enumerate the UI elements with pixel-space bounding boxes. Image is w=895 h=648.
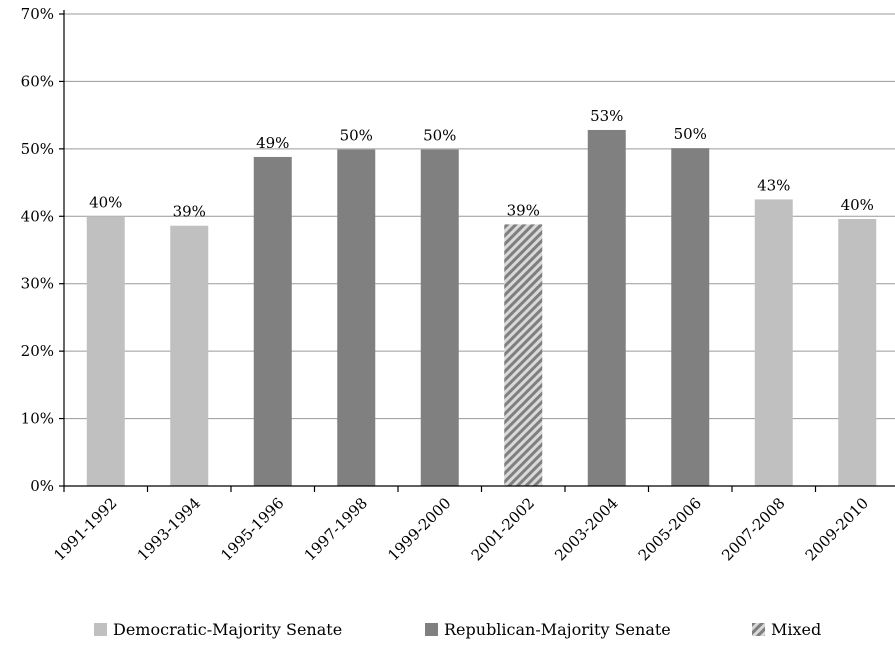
bar-2009-2010 xyxy=(838,218,877,487)
data-label: 50% xyxy=(340,127,373,145)
data-label: 39% xyxy=(173,203,206,221)
data-label: 40% xyxy=(841,196,874,214)
x-tick-label: 2007-2008 xyxy=(718,494,788,564)
bar-2007-2008 xyxy=(754,199,793,486)
bar-1997-1998 xyxy=(337,149,376,486)
y-tick-label: 40% xyxy=(21,207,54,225)
x-tick-label: 1995-1996 xyxy=(217,494,287,564)
y-tick-label: 50% xyxy=(21,140,54,158)
axes xyxy=(59,10,895,492)
y-tick-label: 30% xyxy=(21,275,54,293)
legend-swatch-mixed xyxy=(752,623,765,636)
data-label: 53% xyxy=(590,107,623,125)
data-label: 40% xyxy=(89,193,122,211)
x-tick-label: 2009-2010 xyxy=(802,494,872,564)
bar-2005-2006 xyxy=(671,148,710,486)
bar-2003-2004 xyxy=(587,129,626,486)
bar-1995-1996 xyxy=(253,156,292,486)
data-label: 49% xyxy=(256,134,289,152)
x-tick-label: 2003-2004 xyxy=(551,494,621,564)
bar-2001-2002 xyxy=(504,224,543,486)
data-label: 50% xyxy=(423,127,456,145)
legend-label-democratic: Democratic-Majority Senate xyxy=(113,620,342,639)
x-tick-label: 1991-1992 xyxy=(50,494,120,564)
x-tick-label: 1999-2000 xyxy=(384,494,454,564)
x-tick-label: 2001-2002 xyxy=(468,494,538,564)
legend-swatch-democratic xyxy=(94,623,107,636)
data-label: 50% xyxy=(674,125,707,143)
legend-label-republican: Republican-Majority Senate xyxy=(444,620,671,639)
bar-1999-2000 xyxy=(420,149,459,486)
x-tick-label: 1993-1994 xyxy=(134,494,204,564)
y-tick-label: 0% xyxy=(30,477,54,495)
legend-label-mixed: Mixed xyxy=(771,620,821,639)
legend-swatch-republican xyxy=(425,623,438,636)
bar-1993-1994 xyxy=(170,225,209,486)
data-label: 39% xyxy=(507,201,540,219)
x-tick-label: 2005-2006 xyxy=(635,494,705,564)
legend: Democratic-Majority Senate Republican-Maj… xyxy=(94,620,821,639)
y-tick-label: 70% xyxy=(21,5,54,23)
y-tick-label: 60% xyxy=(21,72,54,90)
bars xyxy=(86,129,877,487)
data-label: 43% xyxy=(757,176,790,194)
y-tick-label: 10% xyxy=(21,410,54,428)
bar-1991-1992 xyxy=(86,216,125,487)
x-tick-label: 1997-1998 xyxy=(301,494,371,564)
y-tick-label: 20% xyxy=(21,342,54,360)
